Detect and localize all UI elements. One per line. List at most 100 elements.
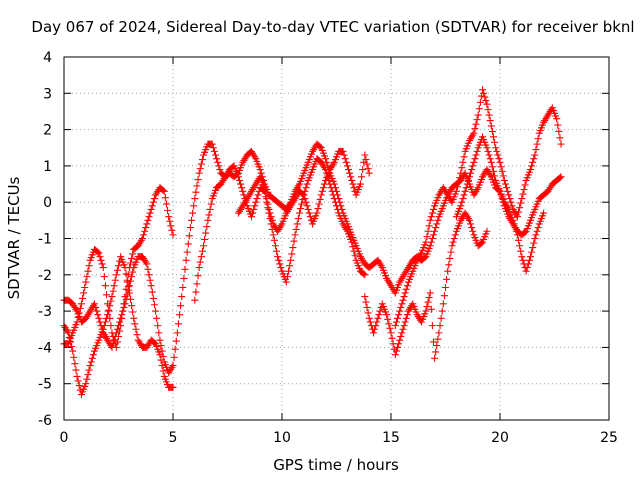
data-point bbox=[460, 191, 468, 199]
data-point bbox=[288, 250, 296, 258]
data-point bbox=[500, 176, 508, 184]
y-tick-label: -6 bbox=[38, 413, 52, 429]
data-point bbox=[95, 249, 103, 257]
data-point bbox=[150, 339, 158, 347]
data-point bbox=[92, 303, 100, 311]
data-point bbox=[158, 347, 166, 355]
data-point bbox=[402, 285, 410, 293]
data-point bbox=[275, 256, 283, 264]
data-point bbox=[273, 247, 281, 255]
data-point bbox=[152, 307, 160, 315]
data-point bbox=[473, 116, 481, 124]
data-point bbox=[471, 155, 479, 163]
data-point bbox=[292, 225, 300, 233]
data-point bbox=[123, 278, 131, 286]
data-point bbox=[513, 213, 521, 221]
data-point bbox=[448, 242, 456, 250]
data-point bbox=[528, 162, 536, 170]
data-point bbox=[303, 180, 311, 188]
x-tick-label: 15 bbox=[382, 430, 400, 446]
data-point bbox=[266, 209, 274, 217]
data-point bbox=[215, 162, 223, 170]
data-point bbox=[196, 258, 204, 266]
data-point bbox=[400, 322, 408, 330]
data-point bbox=[451, 231, 459, 239]
data-point bbox=[374, 314, 382, 322]
data-point bbox=[162, 200, 170, 208]
data-point bbox=[197, 160, 205, 168]
data-point bbox=[486, 155, 494, 163]
data-point bbox=[156, 336, 164, 344]
data-point bbox=[193, 182, 201, 190]
data-point bbox=[198, 156, 206, 164]
y-tick-label: -4 bbox=[38, 340, 52, 356]
data-point bbox=[439, 300, 447, 308]
data-point bbox=[510, 220, 518, 228]
data-point bbox=[125, 289, 133, 297]
data-point bbox=[154, 322, 162, 330]
data-point bbox=[71, 360, 79, 368]
data-point bbox=[534, 224, 542, 232]
data-point bbox=[188, 216, 196, 224]
data-point bbox=[105, 307, 113, 315]
data-point bbox=[170, 353, 178, 361]
data-point bbox=[274, 253, 282, 261]
data-point bbox=[365, 169, 373, 177]
x-tick-label: 0 bbox=[60, 430, 69, 446]
data-point bbox=[183, 248, 191, 256]
data-point bbox=[534, 135, 542, 143]
data-point bbox=[302, 198, 310, 206]
data-point bbox=[427, 213, 435, 221]
data-point bbox=[474, 111, 482, 119]
data-point bbox=[540, 209, 548, 217]
data-point bbox=[437, 314, 445, 322]
data-point bbox=[430, 338, 438, 346]
data-point bbox=[267, 213, 275, 221]
data-point bbox=[489, 167, 497, 175]
data-point bbox=[104, 311, 112, 319]
data-point bbox=[426, 242, 434, 250]
data-point bbox=[192, 188, 200, 196]
data-point bbox=[392, 318, 400, 326]
data-point bbox=[214, 158, 222, 166]
data-point bbox=[165, 213, 173, 221]
data-point bbox=[116, 318, 124, 326]
data-point bbox=[470, 158, 478, 166]
data-point bbox=[556, 134, 564, 142]
data-point bbox=[484, 106, 492, 114]
data-point bbox=[530, 239, 538, 247]
data-point bbox=[528, 248, 536, 256]
data-point bbox=[194, 176, 202, 184]
data-point bbox=[365, 314, 373, 322]
data-point bbox=[458, 198, 466, 206]
data-point bbox=[455, 178, 463, 186]
data-point bbox=[138, 235, 146, 242]
data-point bbox=[467, 169, 475, 177]
data-point bbox=[513, 231, 521, 239]
data-point bbox=[516, 204, 524, 212]
data-point bbox=[73, 372, 81, 380]
data-point bbox=[385, 320, 393, 328]
data-point bbox=[97, 256, 105, 264]
data-point bbox=[479, 86, 487, 94]
data-point bbox=[428, 235, 436, 242]
data-point bbox=[171, 345, 179, 353]
data-point bbox=[116, 327, 124, 335]
data-point bbox=[74, 377, 82, 385]
data-point bbox=[485, 111, 493, 119]
data-point bbox=[495, 155, 503, 163]
data-point bbox=[119, 307, 127, 315]
data-point bbox=[431, 354, 439, 362]
data-point bbox=[462, 184, 470, 192]
data-point bbox=[75, 382, 83, 390]
data-point bbox=[328, 187, 336, 195]
data-point bbox=[351, 252, 359, 260]
data-point bbox=[362, 156, 370, 164]
data-point bbox=[142, 224, 150, 232]
data-point bbox=[304, 205, 312, 213]
y-tick-label: 4 bbox=[43, 50, 52, 66]
data-point bbox=[464, 176, 472, 184]
data-point bbox=[445, 261, 453, 269]
data-point bbox=[174, 320, 182, 328]
data-point bbox=[237, 180, 245, 188]
